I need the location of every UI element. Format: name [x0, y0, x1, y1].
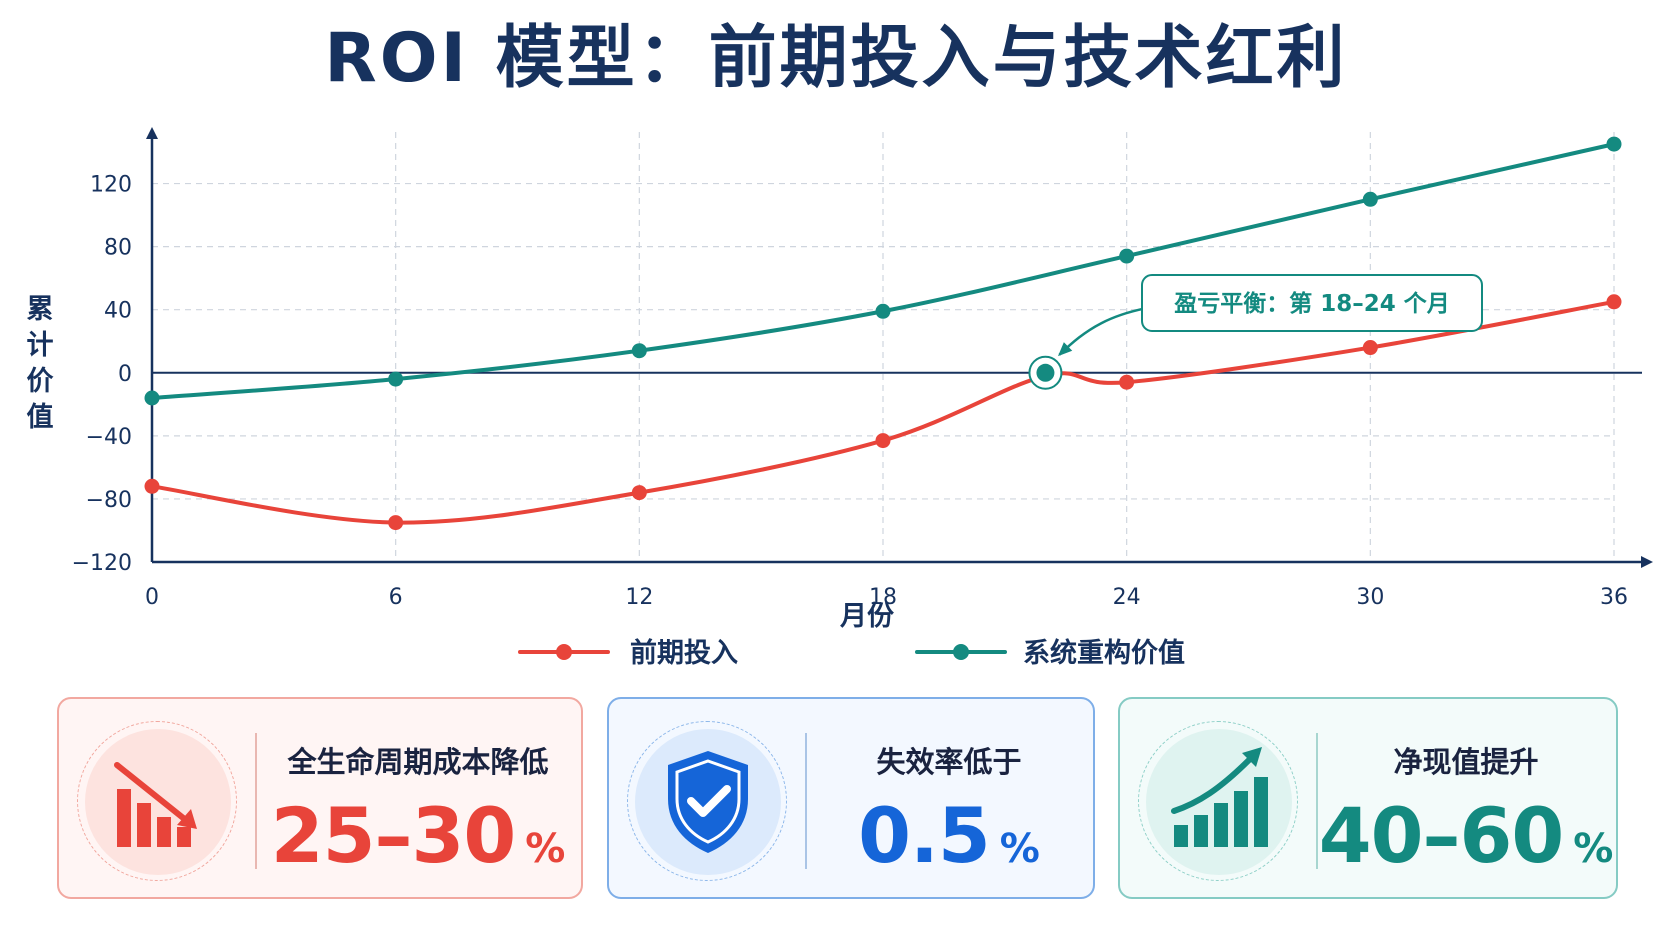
value-series-point [1606, 136, 1622, 152]
legend-swatch-point [953, 644, 969, 660]
value-series-line [150, 142, 1616, 400]
y-tick-label: −40 [86, 425, 132, 450]
break-even-marker [1036, 363, 1055, 382]
cost-reduction-card: 全生命周期成本降低 25–30% [57, 697, 583, 899]
axes [146, 127, 1653, 568]
page-title: ROI 模型：前期投入与技术红利 [324, 19, 1348, 98]
icon-ring [77, 721, 237, 881]
y-axis-title-char: 累 [27, 294, 54, 325]
y-tick-label: 40 [104, 299, 132, 324]
x-tick-label: 0 [145, 585, 159, 610]
shield-check-icon [668, 751, 748, 853]
icon-ring [1138, 721, 1298, 881]
value-unit: % [1573, 826, 1614, 872]
value-series-point [144, 390, 160, 406]
x-tick-label: 6 [389, 585, 403, 610]
x-tick-label: 36 [1600, 585, 1628, 610]
value-series-point [388, 371, 404, 387]
value-series-point [1362, 191, 1378, 207]
value-series-point [631, 343, 647, 359]
y-tick-label: −80 [86, 488, 132, 513]
y-axis-title-char: 值 [27, 402, 54, 433]
failure-rate-card: 失效率低于 0.5% [607, 697, 1095, 899]
callout-label: 盈亏平衡：第 18–24 个月 [1173, 290, 1450, 317]
npv-increase-card: 净现值提升 40–60% [1118, 697, 1618, 899]
card-divider [805, 733, 807, 869]
value-number: 40–60 [1318, 791, 1565, 880]
y-axis-title-char: 价 [27, 366, 55, 397]
legend: 前期投入 系统重构价值 [518, 637, 1185, 669]
grid-lines [152, 132, 1615, 562]
cost-series-point [1362, 340, 1378, 356]
cost-series-point [144, 478, 160, 494]
cost-series-point [631, 485, 647, 501]
value-series-point [1119, 248, 1135, 264]
card-divider [1316, 733, 1318, 869]
x-tick-label: 24 [1113, 585, 1141, 610]
callout-box [1141, 274, 1483, 332]
legend-swatch-point [556, 644, 572, 660]
growth-chart-icon [1171, 747, 1268, 847]
y-tick-label: −120 [72, 551, 132, 576]
x-tick-label: 30 [1356, 585, 1384, 610]
cost-series-point [388, 515, 404, 531]
y-tick-label: 120 [90, 173, 132, 198]
icon-background [85, 729, 231, 875]
card-label: 失效率低于 [876, 745, 1022, 779]
series-lines [144, 136, 1622, 531]
card-divider [255, 733, 257, 869]
y-tick-label: 80 [104, 236, 132, 261]
card-value: 40–60% [1316, 791, 1616, 902]
card-label: 净现值提升 [1393, 745, 1539, 779]
cost-series-point [1119, 374, 1135, 390]
x-axis-title: 月份 [839, 601, 894, 632]
break-even-annotation: 盈亏平衡：第 18–24 个月 [1028, 274, 1483, 390]
x-tick-label: 18 [869, 585, 897, 610]
cost-down-chart-icon [114, 762, 197, 847]
y-tick-label: 0 [118, 362, 132, 387]
legend-label: 前期投入 [630, 637, 738, 669]
roi-line-chart: 盈亏平衡：第 18–24 个月 120 80 40 0 −40 −80 −120 0 6 12 18… [27, 127, 1653, 669]
value-number: 0.5 [858, 791, 991, 880]
card-value: 25–30% [255, 791, 581, 902]
value-unit: % [999, 826, 1040, 872]
cost-series-line [150, 299, 1616, 525]
value-unit: % [525, 826, 566, 872]
legend-label: 系统重构价值 [1023, 637, 1185, 669]
card-label: 全生命周期成本降低 [287, 745, 549, 779]
y-axis-title-char: 计 [27, 330, 54, 361]
cost-series-point [1606, 294, 1622, 310]
icon-ring [627, 721, 787, 881]
value-series-point [875, 303, 891, 319]
value-number: 25–30 [270, 791, 517, 880]
x-tick-label: 12 [625, 585, 653, 610]
cost-series-point [875, 433, 891, 449]
card-value: 0.5% [805, 791, 1093, 902]
